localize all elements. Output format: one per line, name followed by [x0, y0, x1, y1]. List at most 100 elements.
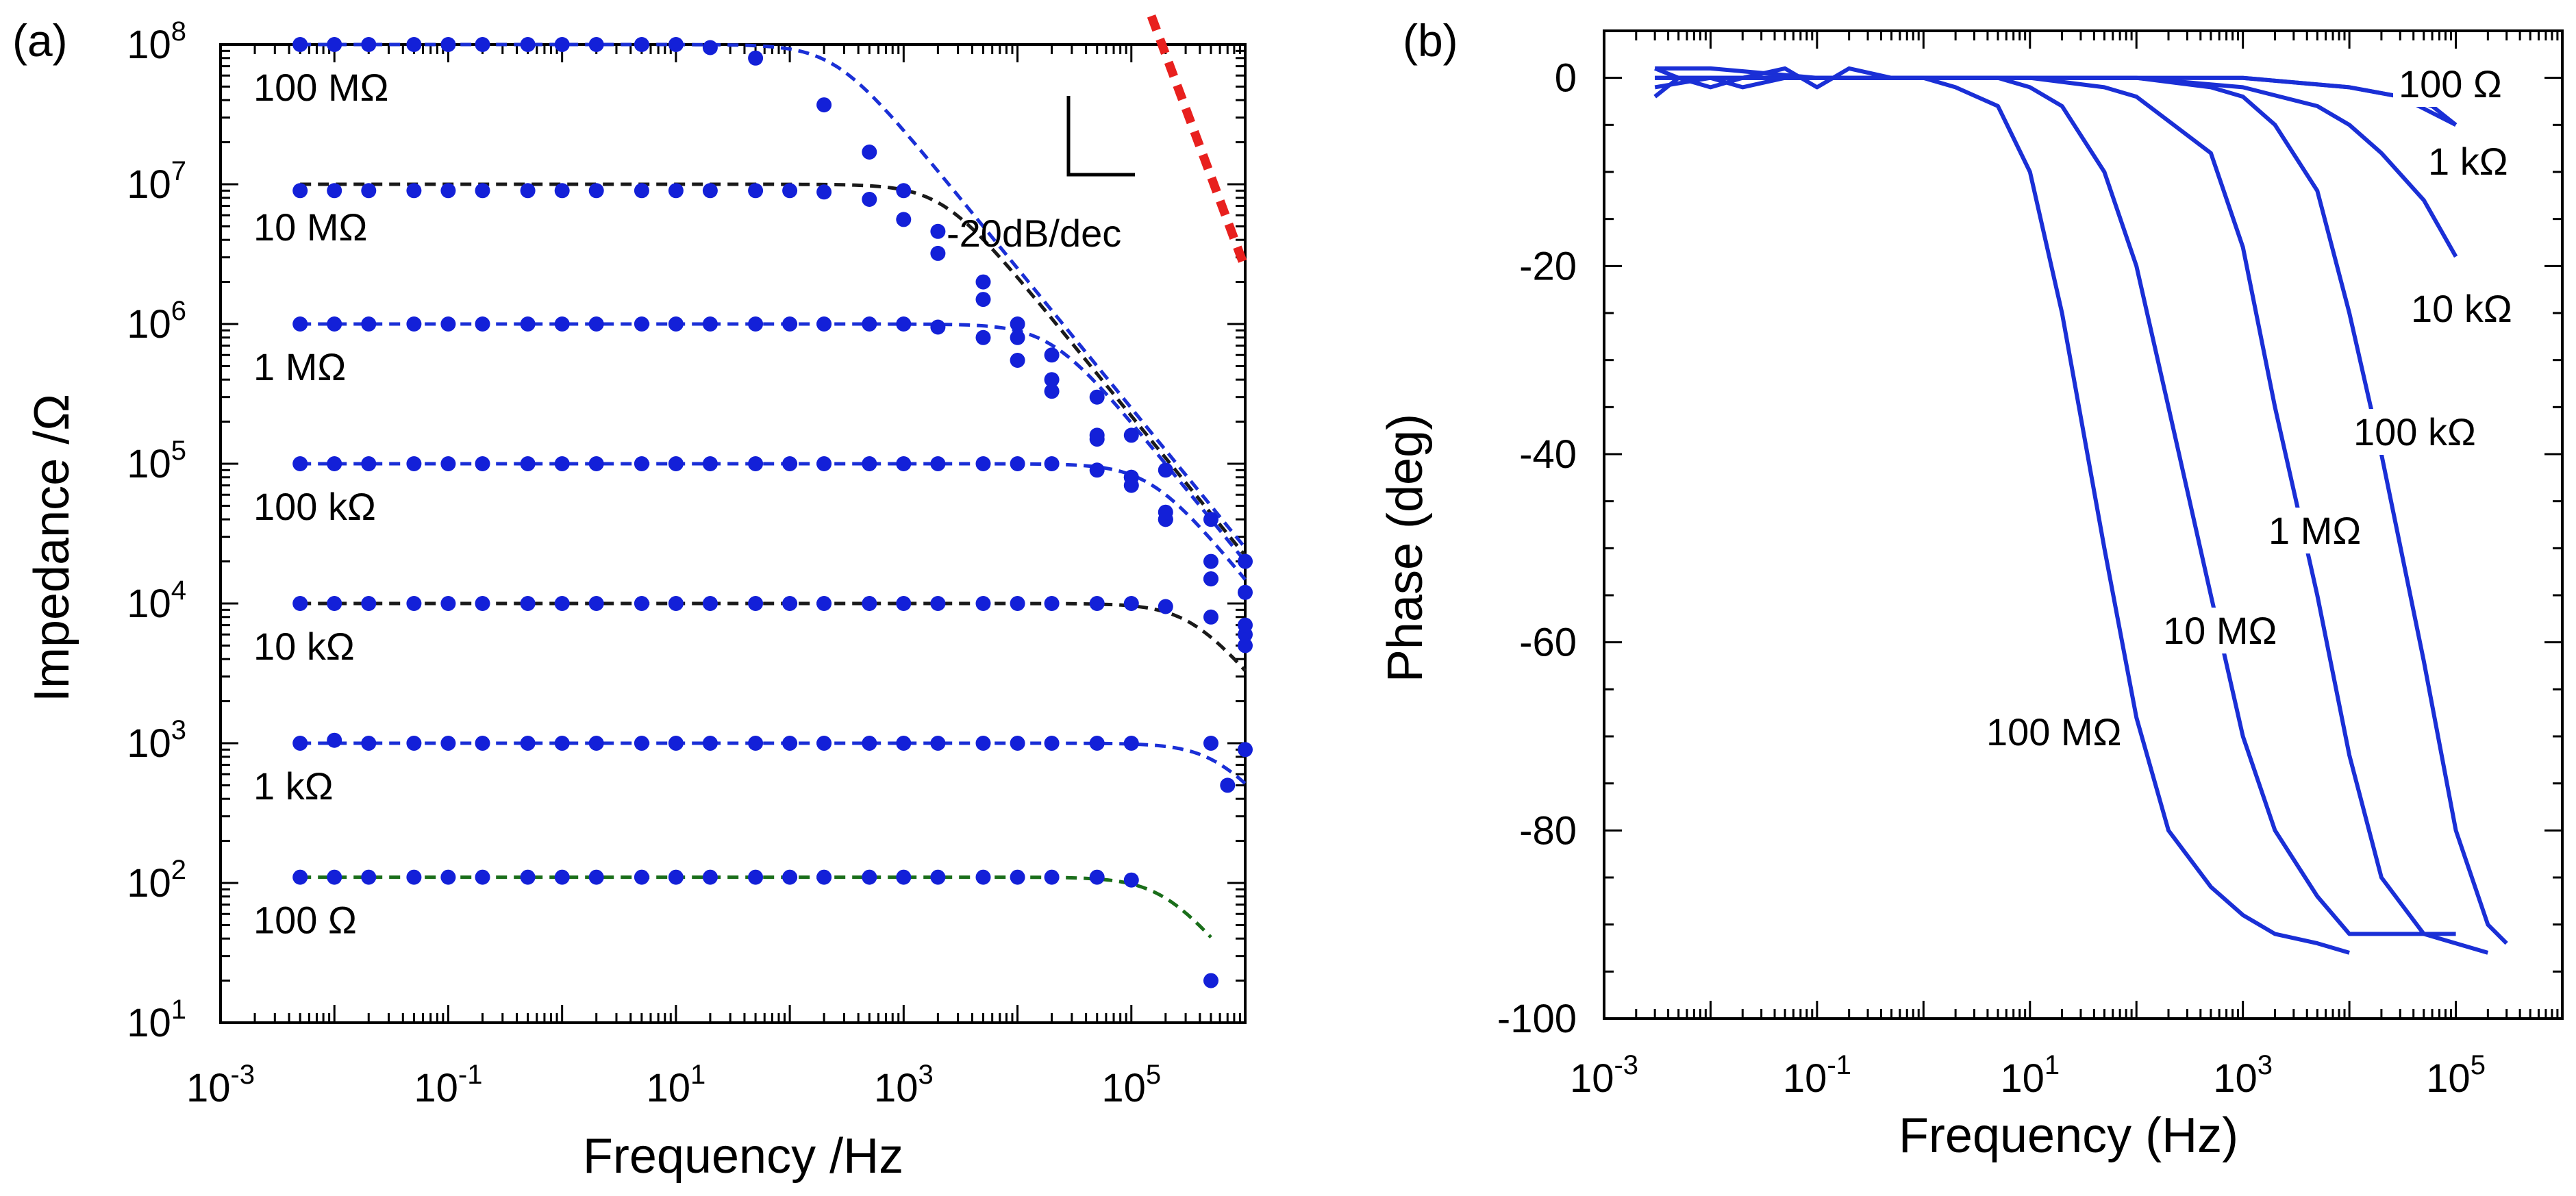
data-point	[668, 37, 684, 52]
fit-curve	[300, 322, 1247, 563]
data-point	[1203, 512, 1218, 527]
data-point	[1089, 432, 1105, 447]
data-point	[634, 183, 649, 199]
data-point	[1044, 736, 1060, 751]
data-point	[554, 37, 570, 52]
series-label: 100 MΩ	[253, 66, 389, 109]
data-point	[975, 736, 991, 751]
fit-curve	[300, 42, 1247, 549]
fit-curve	[300, 182, 1247, 557]
data-point	[1010, 456, 1025, 471]
data-point	[1203, 973, 1218, 988]
data-point	[327, 456, 342, 471]
phase-line	[1654, 66, 2456, 936]
data-point	[668, 596, 684, 611]
data-point	[896, 596, 912, 611]
fit-curve	[300, 601, 1247, 672]
data-point	[554, 596, 570, 611]
data-point	[634, 316, 649, 332]
data-point	[1044, 372, 1060, 388]
data-point	[634, 596, 649, 611]
data-point	[1203, 736, 1218, 751]
series-label: 100 Ω	[2399, 62, 2502, 105]
series-label-background	[2405, 286, 2518, 332]
x-tick-label: 10-3	[1570, 1050, 1638, 1101]
data-point	[668, 456, 684, 471]
data-point	[292, 37, 308, 52]
data-point	[1158, 599, 1173, 614]
y-tick-label: 0	[1555, 56, 1577, 101]
panel-a-y-axis-title: Impedance /Ω	[25, 394, 79, 702]
data-point	[862, 456, 877, 471]
data-point	[1220, 777, 1236, 793]
y-tick-label: -20	[1519, 244, 1577, 288]
series-label-background	[2423, 138, 2514, 184]
data-point	[520, 456, 536, 471]
data-point	[896, 316, 912, 332]
data-point	[406, 316, 422, 332]
data-point	[440, 869, 456, 885]
panel-a-impedance-chart: (a) 10-3 10-1 101 103 1051011021031041051061…	[12, 14, 1253, 1184]
data-point	[748, 183, 764, 199]
data-point	[634, 456, 649, 471]
data-point	[702, 736, 718, 751]
data-point	[748, 736, 764, 751]
x-tick-label: 103	[874, 1060, 934, 1110]
data-point	[406, 736, 422, 751]
data-point	[554, 736, 570, 751]
data-point	[361, 596, 377, 611]
panel-a-x-axis-title: Frequency /Hz	[583, 1129, 903, 1184]
data-point	[292, 869, 308, 885]
series-label: 100 kΩ	[253, 485, 376, 528]
data-point	[816, 184, 832, 200]
data-point	[327, 869, 342, 885]
data-point	[1158, 462, 1173, 478]
data-point	[588, 869, 604, 885]
data-point	[588, 37, 604, 52]
data-point	[554, 316, 570, 332]
x-tick-label: 103	[2213, 1050, 2273, 1101]
data-point	[292, 183, 308, 199]
data-point	[1089, 736, 1105, 751]
data-point	[1123, 596, 1139, 611]
data-point	[668, 183, 684, 199]
panel-b-label: (b)	[1403, 15, 1458, 66]
data-point	[668, 316, 684, 332]
data-point	[896, 183, 912, 199]
x-tick-label: 105	[2426, 1050, 2486, 1101]
data-point	[440, 316, 456, 332]
data-point	[520, 37, 536, 52]
phase-line	[1655, 75, 2458, 258]
data-point	[816, 97, 832, 113]
data-point	[782, 316, 798, 332]
data-point	[292, 456, 308, 471]
fit-curve	[300, 741, 1247, 785]
series-label: 1 kΩ	[253, 764, 334, 808]
data-point	[896, 869, 912, 885]
data-point	[1044, 596, 1060, 611]
data-point	[1238, 584, 1253, 600]
data-point	[1123, 477, 1139, 493]
y-tick-label: 101	[127, 995, 186, 1045]
data-point	[406, 456, 422, 471]
data-point	[327, 183, 342, 199]
data-point	[896, 456, 912, 471]
series-label-background	[2348, 409, 2481, 455]
series-label-background	[2158, 608, 2283, 653]
data-point	[782, 869, 798, 885]
data-point	[782, 596, 798, 611]
phase-line	[1655, 66, 2457, 127]
data-point	[475, 37, 490, 52]
data-point	[588, 183, 604, 199]
phase-line	[1655, 75, 2508, 945]
series-label: 100 Ω	[253, 899, 357, 942]
data-point	[554, 456, 570, 471]
series-label: 10 kΩ	[253, 625, 355, 668]
data-point	[406, 183, 422, 199]
data-point	[520, 183, 536, 199]
data-point	[862, 145, 877, 160]
data-point	[440, 183, 456, 199]
panel-a-fit-curves	[300, 42, 1247, 939]
data-point	[748, 869, 764, 885]
data-point	[930, 456, 946, 471]
